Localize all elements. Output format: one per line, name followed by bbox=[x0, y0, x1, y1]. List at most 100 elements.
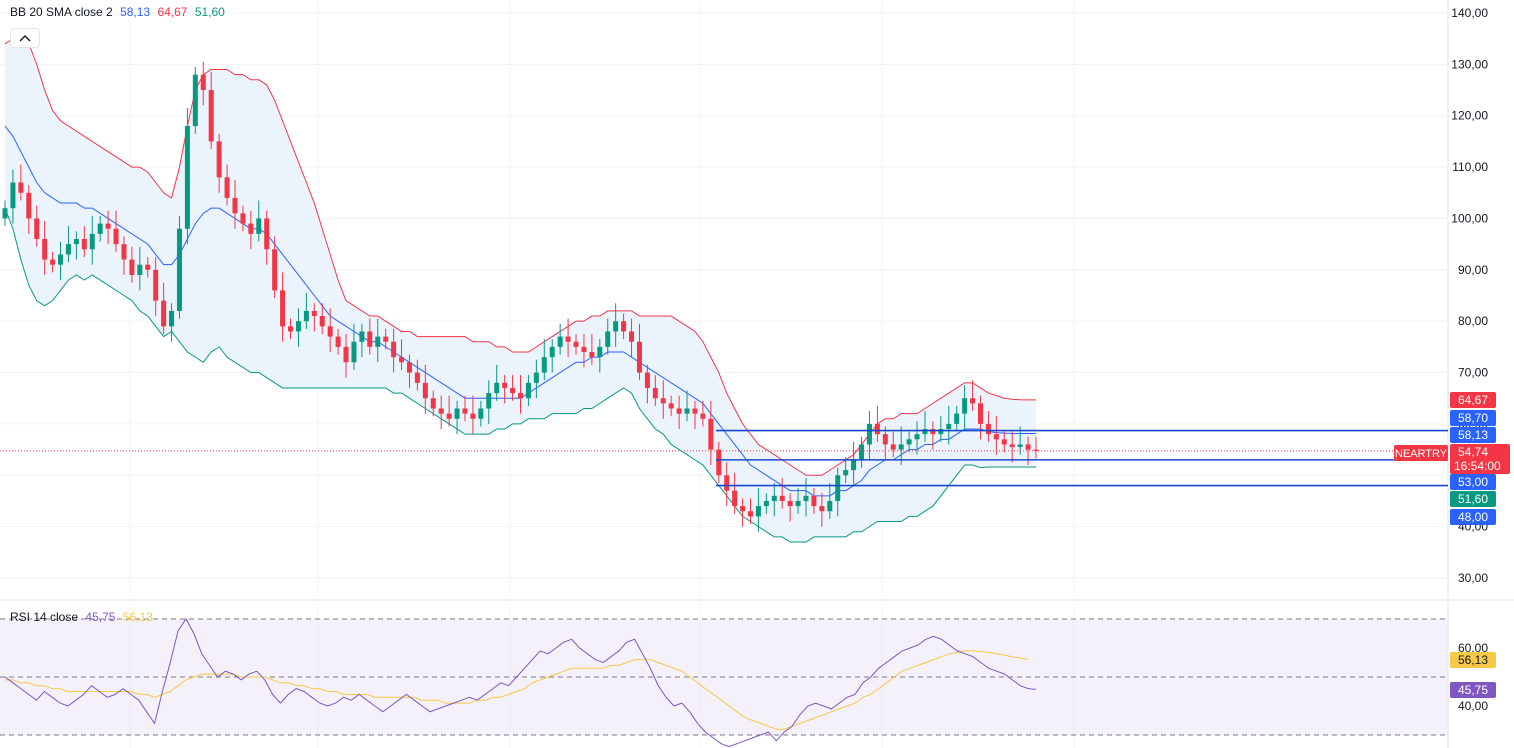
candle-body bbox=[724, 475, 730, 491]
candle-body bbox=[145, 264, 151, 270]
bollinger-upper-line bbox=[4, 32, 1036, 476]
rsi-tag-bg bbox=[1450, 682, 1496, 698]
price-tag-bg bbox=[1450, 427, 1496, 443]
candle-body bbox=[169, 310, 175, 327]
price-tag: 58,13 bbox=[1458, 428, 1488, 442]
price-tag-bg bbox=[1450, 392, 1496, 408]
candle-body bbox=[264, 218, 270, 250]
candle-body bbox=[486, 393, 492, 409]
candle-body bbox=[843, 470, 849, 476]
bollinger-band-fill bbox=[5, 33, 1036, 543]
bb-legend-title: BB 20 SMA close 2 bbox=[10, 5, 113, 19]
candle-body bbox=[970, 398, 976, 404]
candle-body bbox=[636, 341, 642, 373]
candle-body bbox=[295, 321, 301, 332]
candle-body bbox=[716, 449, 722, 476]
candle-body bbox=[605, 331, 611, 347]
price-tick-label: 70,00 bbox=[1458, 366, 1488, 380]
candle-body bbox=[581, 346, 587, 352]
candle-body bbox=[430, 398, 436, 409]
candle-body bbox=[18, 182, 24, 193]
candle-body bbox=[288, 326, 294, 332]
candle-body bbox=[977, 403, 983, 424]
candle-body bbox=[399, 357, 405, 363]
candle-body bbox=[993, 434, 999, 440]
candle-body bbox=[81, 239, 87, 250]
candle-body bbox=[327, 326, 333, 337]
candle-body bbox=[343, 346, 349, 363]
candle-body bbox=[113, 228, 119, 245]
candle-body bbox=[518, 393, 523, 399]
bb-legend: BB 20 SMA close 2 58,13 64,67 51,60 bbox=[10, 5, 229, 19]
candle-body bbox=[985, 423, 991, 435]
rsi-ma-tag-bg bbox=[1450, 652, 1496, 668]
candle-body bbox=[668, 403, 674, 409]
candle-body bbox=[478, 408, 484, 419]
price-tick-label: 100,00 bbox=[1451, 211, 1488, 225]
candle-body bbox=[613, 321, 619, 332]
candle-body bbox=[319, 316, 325, 327]
candle-body bbox=[922, 429, 928, 435]
candle-body bbox=[1025, 444, 1031, 450]
candle-body bbox=[359, 331, 365, 342]
rsi-legend: RSI 14 close 45,75 56,13 bbox=[10, 610, 157, 624]
candle-body bbox=[256, 218, 262, 234]
candle-body bbox=[161, 300, 167, 327]
candle-body bbox=[573, 341, 579, 347]
candle-body bbox=[510, 387, 516, 394]
collapse-legend-button[interactable] bbox=[10, 28, 40, 48]
candle-body bbox=[882, 434, 888, 445]
candle-body bbox=[1017, 444, 1023, 448]
rsi-ma-tag: 56,13 bbox=[1458, 653, 1488, 667]
candle-body bbox=[859, 444, 865, 460]
candle-body bbox=[533, 372, 539, 383]
candle-body bbox=[629, 331, 635, 342]
candle-body bbox=[684, 408, 690, 414]
chevron-up-icon bbox=[19, 35, 31, 42]
rsi-legend-title: RSI 14 close bbox=[10, 610, 79, 624]
price-tag: 64,67 bbox=[1458, 393, 1488, 407]
candle-body bbox=[525, 382, 531, 399]
candle-body bbox=[208, 90, 214, 142]
candle-body bbox=[470, 413, 476, 419]
candle-body bbox=[311, 310, 317, 317]
candle-body bbox=[375, 336, 381, 347]
candle-body bbox=[406, 362, 412, 373]
candle-body bbox=[835, 475, 841, 501]
bb-legend-upper: 64,67 bbox=[157, 5, 188, 19]
candle-body bbox=[621, 321, 627, 332]
price-tag: 51,60 bbox=[1458, 492, 1488, 506]
candle-body bbox=[367, 331, 373, 347]
candle-body bbox=[240, 213, 246, 224]
candle-body bbox=[946, 423, 952, 430]
candle-body bbox=[930, 429, 936, 435]
candle-body bbox=[192, 74, 198, 126]
candle-body bbox=[184, 126, 190, 229]
candle-body bbox=[541, 357, 547, 373]
candle-body bbox=[335, 336, 341, 347]
candle-body bbox=[446, 413, 452, 419]
last-price-label: 54,74 bbox=[1458, 445, 1488, 459]
bb-legend-lower: 51,60 bbox=[194, 5, 225, 19]
candle-body bbox=[280, 290, 286, 327]
bollinger-lower-line bbox=[4, 208, 1036, 543]
candle-body bbox=[391, 341, 397, 358]
symbol-tag-bg bbox=[1394, 445, 1448, 461]
candle-body bbox=[787, 500, 793, 507]
candle-body bbox=[89, 233, 95, 250]
candle-body bbox=[137, 264, 143, 275]
candle-body bbox=[890, 444, 896, 450]
rsi-tag: 45,75 bbox=[1458, 683, 1488, 697]
candle-body bbox=[914, 434, 920, 440]
rsi-tick-label: 40,00 bbox=[1458, 699, 1488, 713]
price-tag-bg bbox=[1450, 410, 1496, 426]
candle-body bbox=[414, 372, 420, 383]
candle-body bbox=[351, 341, 357, 363]
candle-body bbox=[176, 228, 182, 311]
candle-body bbox=[660, 398, 666, 404]
candle-body bbox=[97, 223, 103, 234]
candle-body bbox=[50, 259, 56, 265]
rsi-line bbox=[4, 618, 1037, 748]
candle-body bbox=[494, 382, 500, 394]
